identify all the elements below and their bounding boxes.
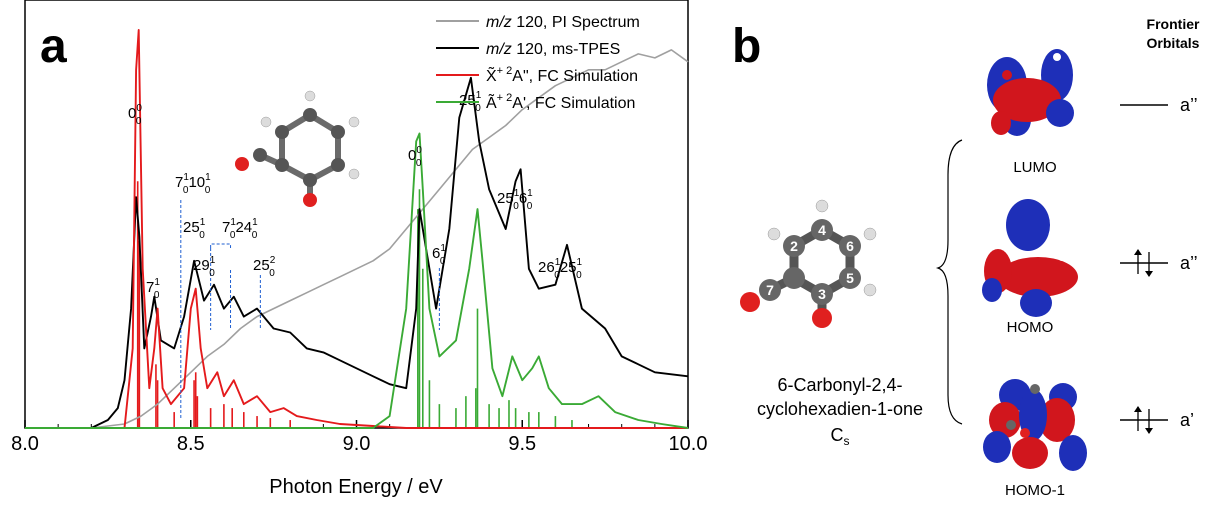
panel-b: b 1 2 3 4 — [730, 0, 1225, 500]
peak-label-a-origin: 00 0 — [408, 145, 422, 169]
spectrum-chart: a 8.0 8.5 9.0 9.5 10.0 Photon Energy / eV 00… — [11, 0, 707, 498]
panel-letter-b: b — [732, 20, 761, 73]
energy-level-homo-1: a’ — [1120, 406, 1194, 434]
orbital-symmetry-homo: a’’ — [1180, 253, 1198, 273]
series-line-1 — [25, 76, 689, 429]
legend-label-a: Ã+ 2A', FC Simulation — [486, 92, 635, 112]
point-group: Cs — [831, 425, 850, 448]
orbital-label-homo: HOMO — [1007, 319, 1054, 336]
orbital-homo — [982, 199, 1078, 317]
plot-frame — [24, 0, 689, 429]
molecule-inset — [235, 90, 360, 207]
orbital-symmetry-homo-1: a’ — [1180, 410, 1194, 430]
molecule-structure: 1 2 3 4 5 6 7 — [740, 199, 877, 328]
assignment-bracket — [210, 243, 232, 248]
orbital-label-lumo: LUMO — [1013, 159, 1056, 176]
orbital-symmetry-lumo: a’’ — [1180, 95, 1198, 115]
orbital-label-homo-1: HOMO-1 — [1005, 482, 1065, 499]
peak-label-25-2: 252 0 — [253, 255, 276, 279]
panel-a: a 8.0 8.5 9.0 9.5 10.0 Photon Energy / eV 00… — [11, 0, 707, 498]
panel-letter-a: a — [40, 20, 67, 73]
series-line-0 — [25, 49, 689, 429]
frontier-title-line2: Orbitals — [1147, 35, 1200, 51]
molecule-name-line1: 6-Carbonyl-2,4- — [777, 375, 902, 395]
x-tick-label: 8.5 — [177, 433, 205, 455]
molecule-name-line2: cyclohexadien-1-one — [757, 399, 923, 419]
x-axis-label: Photon Energy / eV — [269, 476, 443, 498]
electron-down-arrowhead — [1145, 271, 1153, 277]
energy-level-lumo: a’’ — [1120, 95, 1198, 115]
orbital-homo-1 — [983, 379, 1087, 471]
peak-label-6: 61 0 — [432, 243, 446, 267]
x-axis: 8.0 8.5 9.0 9.5 10.0 — [11, 420, 707, 455]
peak-label-7-24: 71 0241 0 — [222, 217, 258, 241]
electron-down-arrowhead — [1145, 428, 1153, 434]
assignment-guides — [180, 200, 440, 420]
legend-label-pi: m/z 120, PI Spectrum — [486, 14, 640, 31]
electron-up-arrowhead — [1134, 406, 1142, 412]
atom-number-1: 1 — [804, 255, 812, 271]
atom-number-4: 4 — [818, 222, 826, 238]
peak-label-7-10: 71 0101 0 — [175, 172, 211, 196]
legend: m/z 120, PI Spectrum m/z 120, ms-TPES X̃… — [436, 14, 640, 112]
x-tick-label: 10.0 — [669, 433, 708, 455]
frontier-title-line1: Frontier — [1147, 16, 1200, 32]
electron-up-arrowhead — [1134, 249, 1142, 255]
energy-level-homo: a’’ — [1120, 249, 1198, 277]
peak-label-29: 291 0 — [193, 255, 216, 279]
x-tick-label: 8.0 — [11, 433, 39, 455]
atom-number-3: 3 — [818, 286, 826, 302]
peak-label-26-25: 261 0251 0 — [538, 257, 583, 281]
peak-label-7: 71 0 — [146, 277, 160, 301]
peak-label-25: 251 0 — [183, 217, 206, 241]
legend-label-tpes: m/z 120, ms-TPES — [486, 41, 620, 58]
peak-label-x-origin: 00 0 — [128, 103, 142, 127]
atom-number-7: 7 — [766, 282, 774, 298]
orbital-lumo — [987, 49, 1074, 136]
legend-label-x: X̃+ 2A", FC Simulation — [486, 65, 638, 85]
x-tick-label: 9.5 — [508, 433, 536, 455]
series-line-2 — [25, 29, 688, 429]
orbital-brace — [935, 139, 963, 425]
atom-number-2: 2 — [790, 238, 798, 254]
series-line-3 — [25, 132, 689, 429]
atom-number-6: 6 — [846, 238, 854, 254]
spectra-lines — [25, 29, 689, 429]
atom-number-5: 5 — [846, 270, 854, 286]
orbital-diagram: b 1 2 3 4 — [732, 16, 1200, 499]
x-tick-label: 9.0 — [343, 433, 371, 455]
peak-label-25-6: 251 061 0 — [497, 188, 533, 212]
